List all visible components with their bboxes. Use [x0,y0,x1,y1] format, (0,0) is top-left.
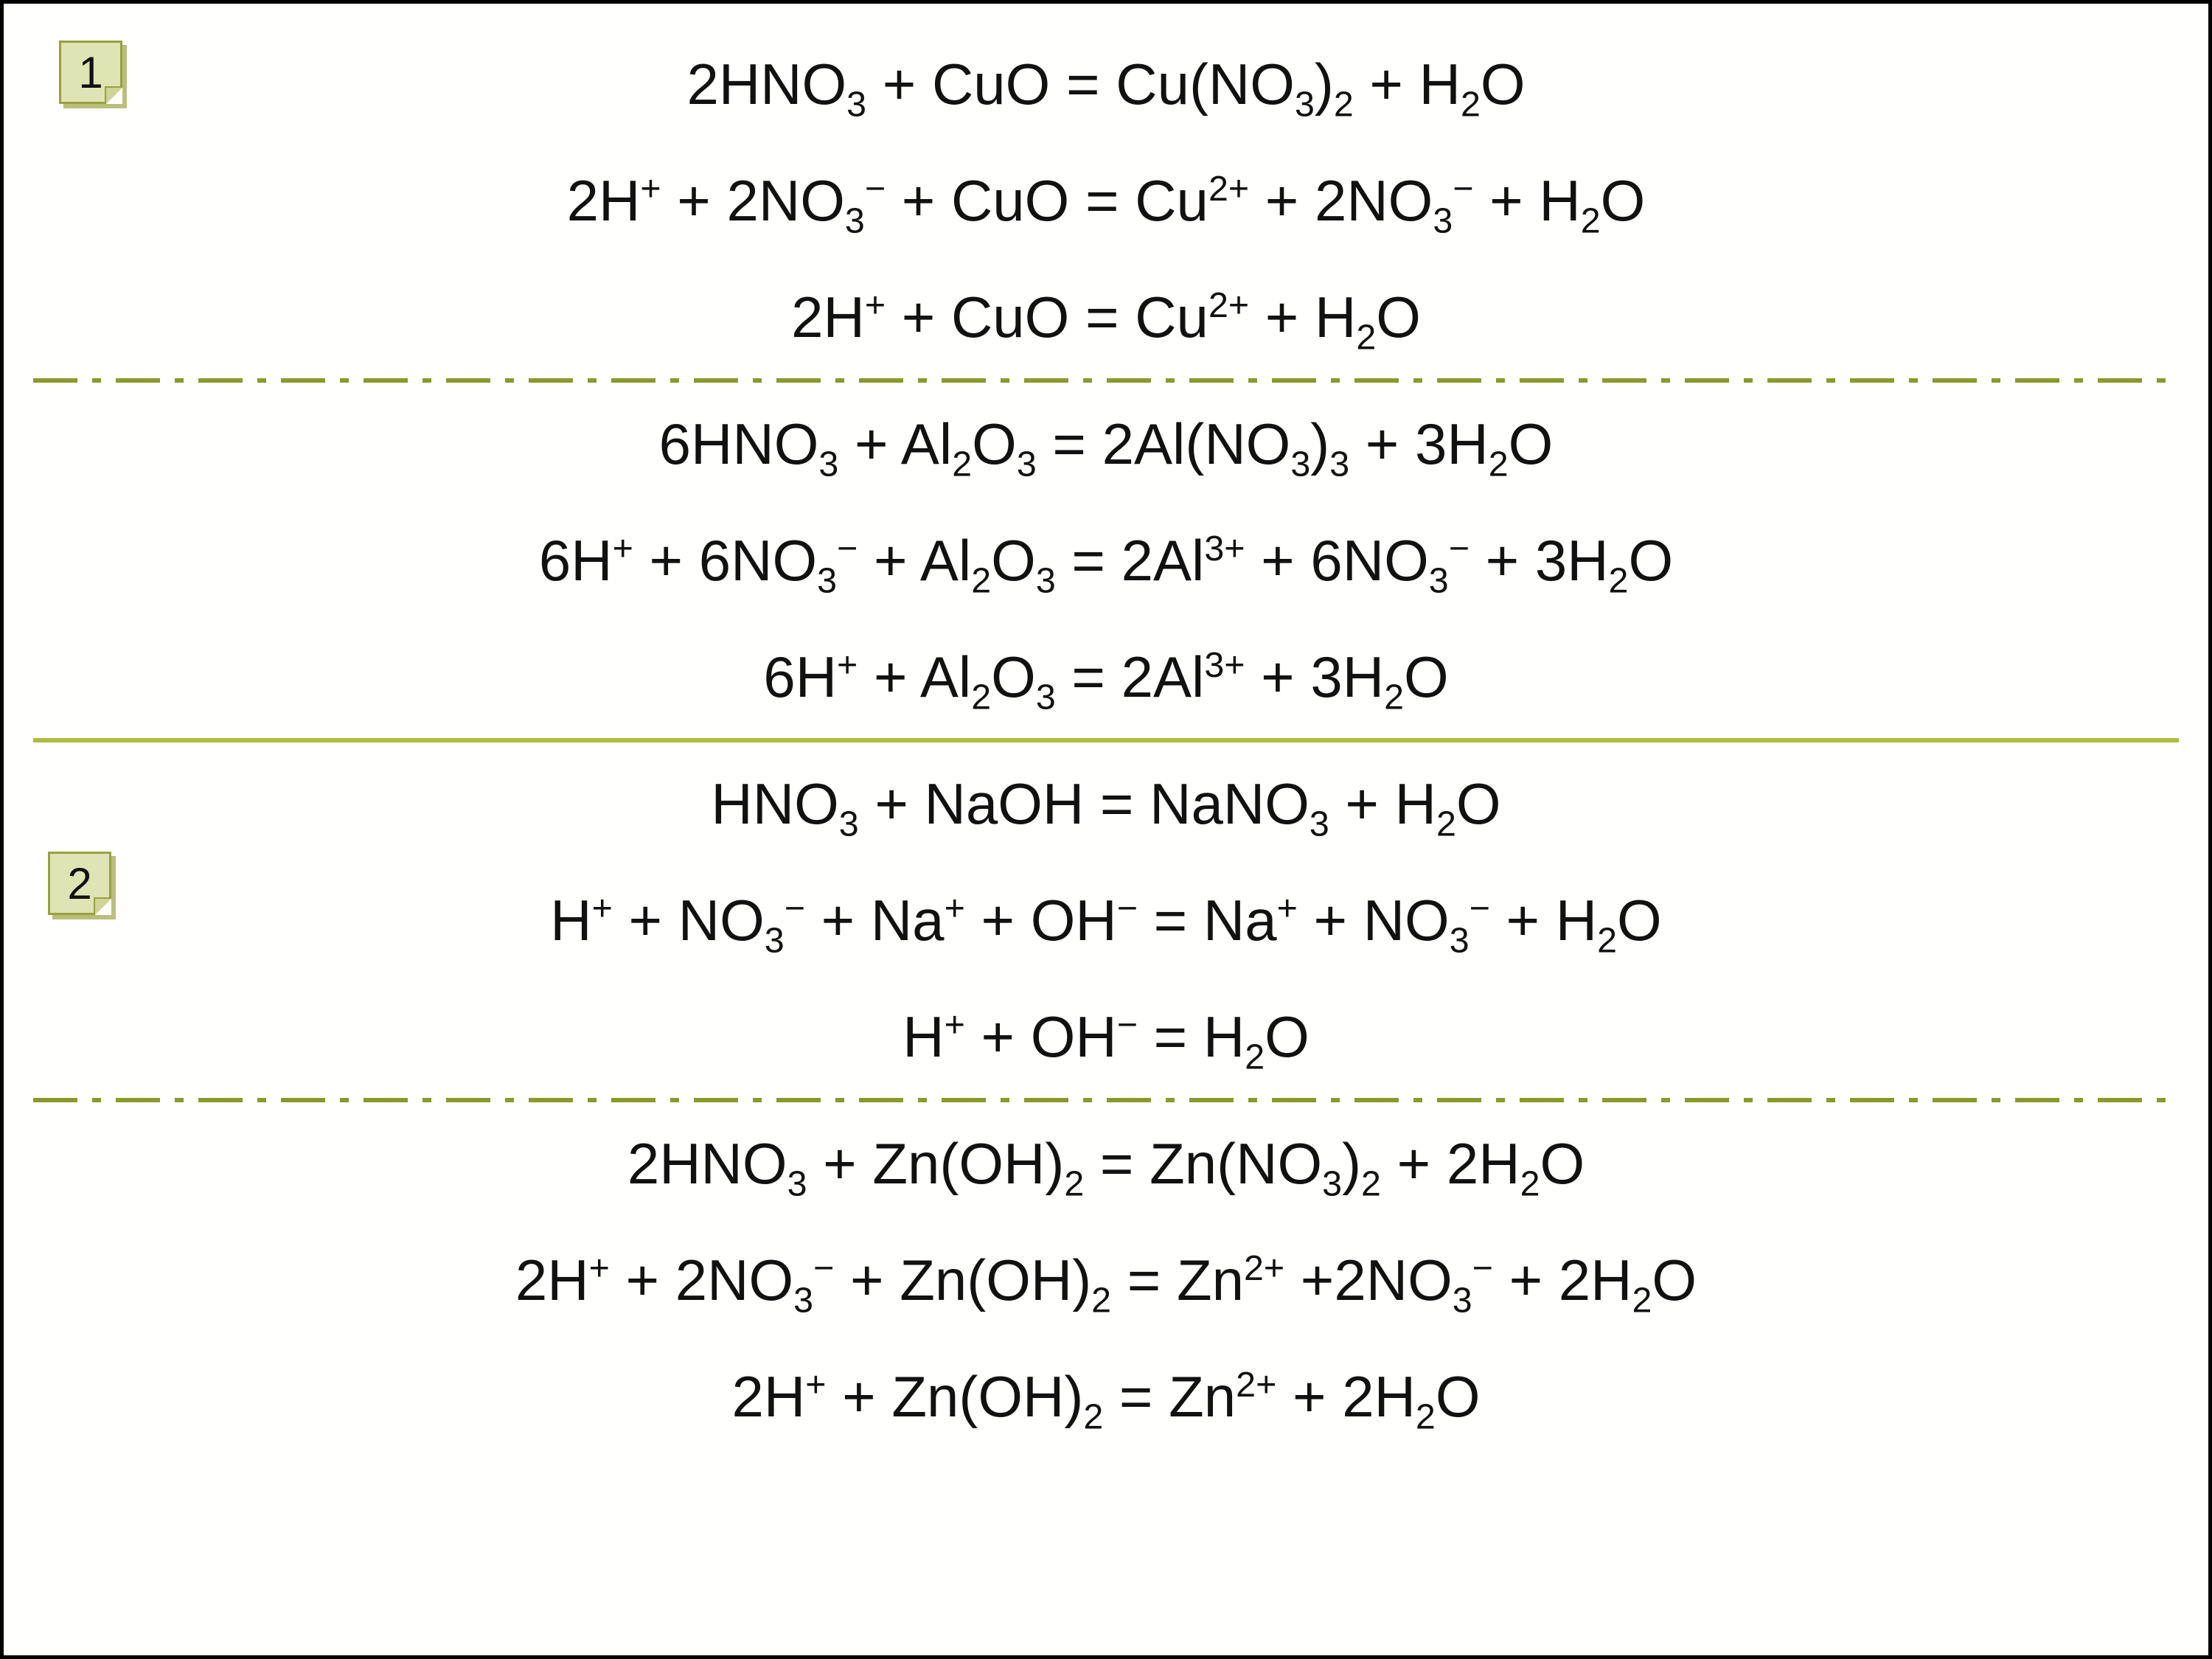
section-2: HNO3 + NaOH = NaNO3 + H2O H+ + NO3− + Na… [33,745,2179,1455]
section-1: 2HNO3 + CuO = Cu(NO3)2 + H2O 2H+ + 2NO3−… [33,26,2179,735]
equation: 2H+ + 2NO3− + CuO = Cu2+ + 2NO3− + H2O [33,142,2179,259]
divider-dashdot [33,1098,2179,1102]
equation: 6H+ + 6NO3− + Al2O3 = 2Al3+ + 6NO3− + 3H… [33,502,2179,619]
equation: 2H+ + CuO = Cu2+ + H2O [33,259,2179,375]
slide-page: 1 2HNO3 + CuO = Cu(NO3)2 + H2O 2H+ + 2NO… [0,0,2212,1659]
equation: H+ + OH− = H2O [33,978,2179,1095]
equation: H+ + NO3− + Na+ + OH− = Na+ + NO3− + H2O [33,862,2179,978]
equation: 2H+ + Zn(OH)2 = Zn2+ + 2H2O [33,1338,2179,1455]
equation: 2HNO3 + CuO = Cu(NO3)2 + H2O [33,26,2179,142]
equation: HNO3 + NaOH = NaNO3 + H2O [33,745,2179,862]
equation: 2HNO3 + Zn(OH)2 = Zn(NO3)2 + 2H2O [33,1105,2179,1222]
divider-dashdot [33,378,2179,383]
equation: 6HNO3 + Al2O3 = 2Al(NO3)3 + 3H2O [33,386,2179,502]
equation: 6H+ + Al2O3 = 2Al3+ + 3H2O [33,619,2179,735]
divider-solid [33,738,2179,742]
equation: 2H+ + 2NO3− + Zn(OH)2 = Zn2+ +2NO3− + 2H… [33,1222,2179,1338]
